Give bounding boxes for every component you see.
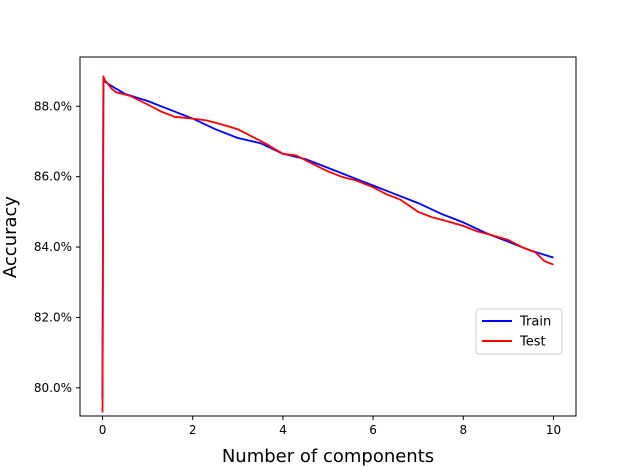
plot-frame (79, 56, 577, 417)
series-line-test (101, 75, 554, 413)
y-axis-ticks: 80.0% 82.0% 84.0% 86.0% 88.0% (34, 99, 80, 395)
x-axis-title: Number of components (222, 446, 434, 467)
legend-label-train: Train (519, 315, 551, 330)
y-tick-label: 82.0% (34, 310, 72, 324)
x-tick-label: 8 (459, 423, 467, 437)
legend-label-test: Test (519, 335, 546, 350)
series-layer (101, 75, 554, 413)
y-tick-label: 88.0% (34, 99, 72, 113)
x-tick-label: 2 (189, 423, 197, 437)
x-tick-label: 0 (99, 423, 107, 437)
y-tick-label: 84.0% (34, 240, 72, 254)
y-tick-label: 80.0% (34, 381, 72, 395)
y-axis-title: Accuracy (0, 196, 21, 279)
x-tick-label: 6 (369, 423, 377, 437)
legend: Train Test (475, 308, 563, 355)
x-tick-label: 4 (279, 423, 287, 437)
x-tick-label: 10 (546, 423, 561, 437)
y-tick-label: 86.0% (34, 170, 72, 184)
series-line-train (101, 77, 554, 399)
x-axis-ticks: 0 2 4 6 8 10 (99, 416, 561, 437)
